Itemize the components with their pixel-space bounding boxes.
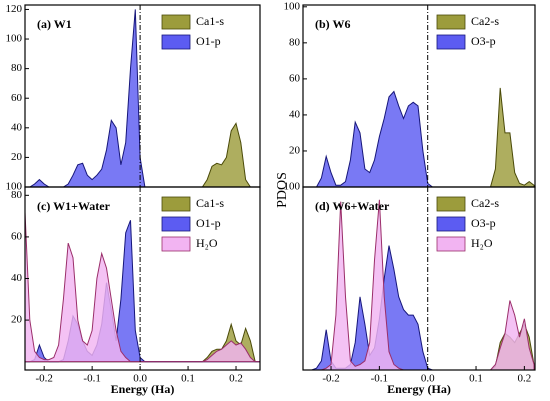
pdos-area (25, 122, 260, 187)
legend-swatch (436, 216, 466, 232)
x-tick-label: 0.0 (133, 373, 147, 385)
legend-label: Ca2-s (471, 196, 499, 210)
x-tick-label: 0.1 (181, 373, 195, 385)
panel-frame (302, 186, 536, 371)
x-tick-label: 0.1 (469, 373, 483, 385)
y-axis-label: PDOS (275, 172, 290, 208)
x-tick-label: -0.2 (35, 373, 52, 385)
legend-swatch (436, 14, 466, 30)
legend-swatch (436, 34, 466, 50)
legend-label: O1-p (196, 216, 221, 230)
legend-swatch (436, 236, 466, 252)
legend-swatch (161, 236, 191, 252)
legend-swatch (161, 216, 191, 232)
x-tick-label: -0.1 (83, 373, 100, 385)
pdos-area (25, 211, 260, 363)
pdos-area (306, 199, 535, 370)
legend-label: Ca1-s (196, 196, 224, 210)
y-tick-label: 80 (289, 36, 301, 48)
y-tick-label: 40 (11, 121, 23, 133)
legend-label: O1-p (196, 34, 221, 48)
y-tick-label: 100 (6, 181, 23, 193)
legend-swatch (161, 34, 191, 50)
y-tick-label: 60 (11, 92, 23, 104)
x-tick-label: -0.2 (322, 373, 339, 385)
y-tick-label: 20 (11, 151, 23, 163)
pdos-area (306, 90, 535, 187)
y-tick-label: 120 (6, 3, 23, 15)
legend-label: H₂O (196, 236, 218, 250)
y-tick-label: 100 (6, 33, 23, 45)
y-tick-label: 60 (11, 230, 23, 242)
y-tick-label: 20 (289, 144, 301, 156)
panel-title: (d) W6+Water (315, 199, 390, 213)
y-tick-label: 40 (289, 108, 301, 120)
y-tick-label: 40 (11, 272, 23, 284)
panel-title: (a) W1 (37, 17, 72, 31)
legend-label: O3-p (471, 34, 496, 48)
pdos-area (306, 87, 535, 187)
legend-label: Ca2-s (471, 14, 499, 28)
x-tick-label: 0.2 (229, 373, 243, 385)
legend-swatch (161, 14, 191, 30)
pdos-area (25, 9, 260, 187)
y-tick-label: 20 (11, 314, 23, 326)
y-tick-label: 80 (11, 62, 23, 74)
x-axis-label: Energy (Ha) (111, 382, 175, 396)
legend-label: Ca1-s (196, 14, 224, 28)
x-tick-label: 0.0 (421, 373, 435, 385)
y-tick-label: 80 (11, 189, 23, 201)
legend-swatch (436, 196, 466, 212)
y-tick-label: 60 (289, 72, 301, 84)
x-tick-label: -0.1 (371, 373, 388, 385)
y-tick-label: 100 (284, 181, 301, 193)
legend-swatch (161, 196, 191, 212)
legend-label: O3-p (471, 216, 496, 230)
legend-label: H₂O (471, 236, 493, 250)
x-tick-label: 0.2 (517, 373, 531, 385)
x-axis-label: Energy (Ha) (387, 382, 451, 396)
panel-title: (c) W1+Water (37, 199, 111, 213)
panel-title: (b) W6 (315, 17, 350, 31)
y-tick-label: 100 (284, 0, 301, 12)
